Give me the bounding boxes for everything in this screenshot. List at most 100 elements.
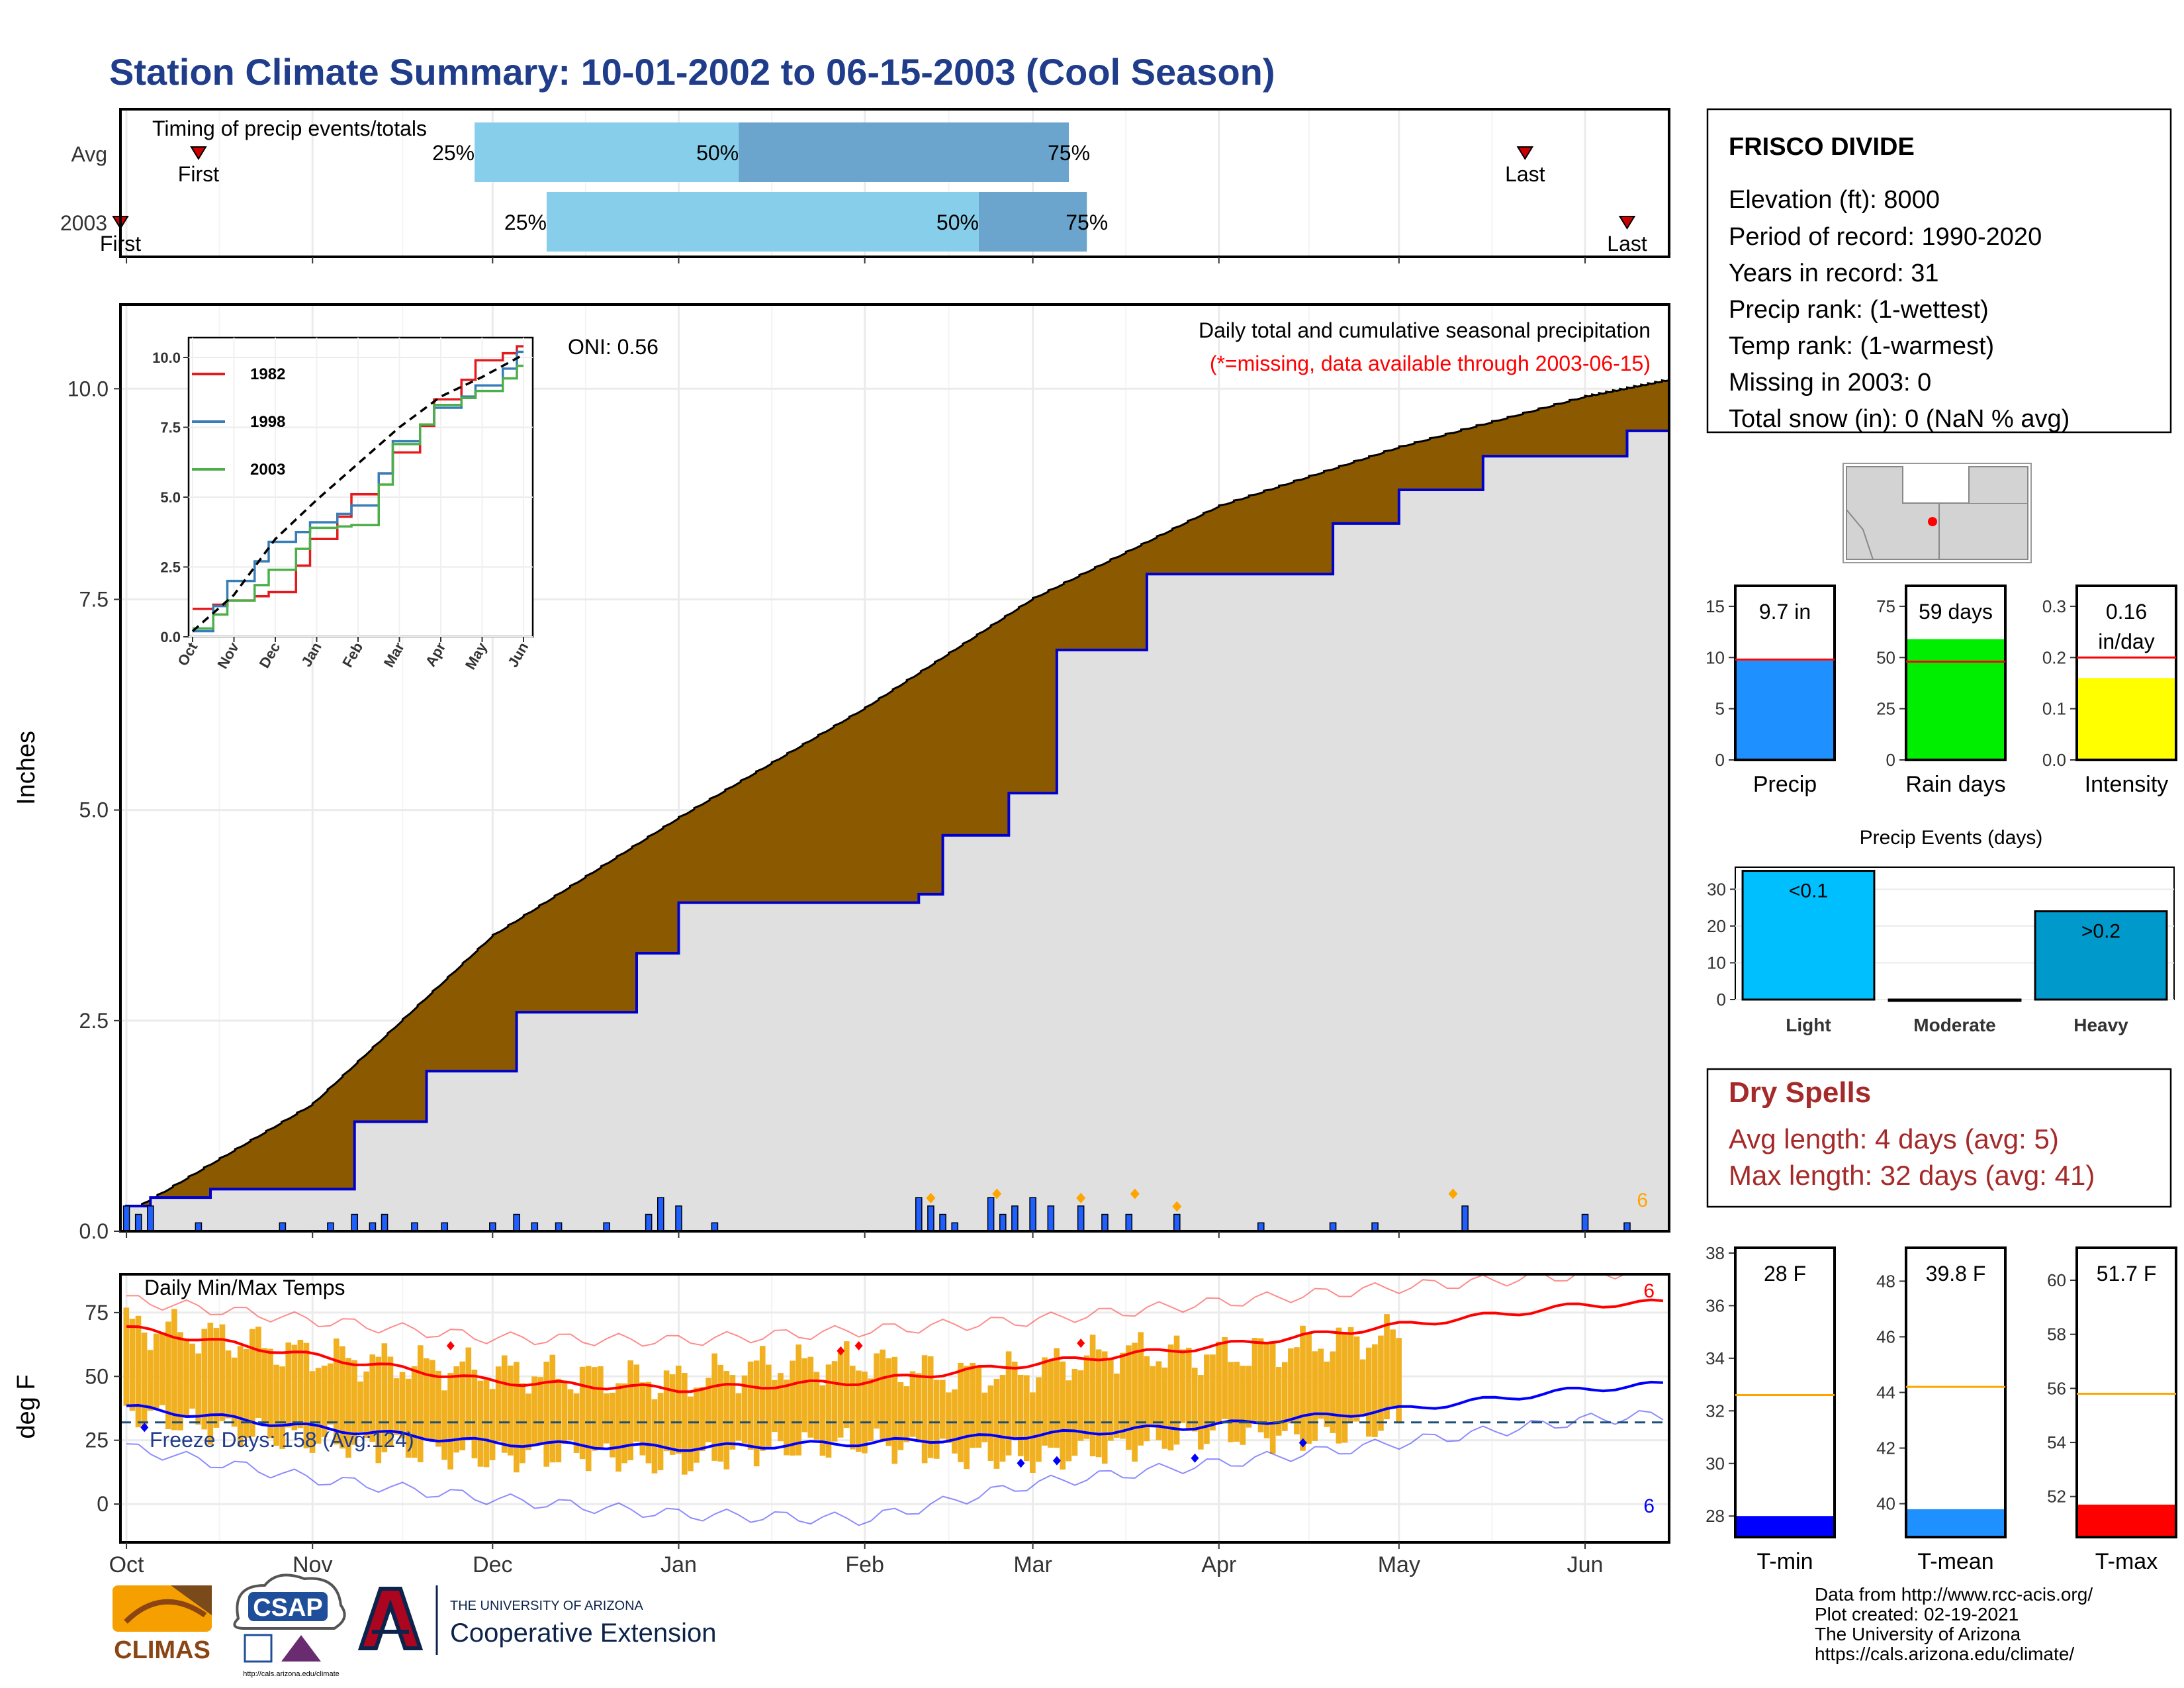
- timing-bar-25-50: [546, 192, 979, 252]
- daily-temp-range-bar: [903, 1386, 910, 1442]
- station-line-precip-rank: Precip rank: (1-wettest): [1729, 296, 1989, 324]
- daily-temp-range-bar: [315, 1368, 322, 1444]
- timing-label-25: 25%: [432, 141, 475, 165]
- temp-y-tick-label: 0: [97, 1492, 109, 1516]
- events-category-heavy: Heavy: [2073, 1015, 2128, 1035]
- daily-temp-range-bar: [717, 1364, 724, 1462]
- record-tmax-marker: [1077, 1338, 1085, 1348]
- daily-temp-range-bar: [868, 1378, 874, 1442]
- daily-temp-range-bar: [195, 1353, 201, 1425]
- station-info-box: FRISCO DIVIDE Elevation (ft): 8000 Perio…: [1706, 108, 2172, 434]
- x-tick-label-May: May: [1378, 1552, 1420, 1577]
- daily-temp-range-bar: [543, 1361, 550, 1467]
- daily-temp-range-bar: [387, 1356, 394, 1448]
- daily-temp-range-bar: [807, 1356, 814, 1438]
- inset-y-tick-label: 5.0: [160, 489, 181, 506]
- daily-temp-range-bar: [417, 1345, 424, 1462]
- daily-temp-range-bar: [435, 1370, 441, 1447]
- record-tmin-marker: [1017, 1458, 1025, 1468]
- daily-temp-range-bar: [927, 1356, 934, 1458]
- daily-temp-range-bar: [915, 1373, 922, 1442]
- daily-temp-range-bar: [333, 1338, 340, 1444]
- daily-temp-range-bar: [790, 1360, 796, 1456]
- daily-temp-range-bar: [1347, 1327, 1354, 1423]
- inset-legend-label-2003: 2003: [250, 461, 285, 479]
- inset-y-tick-label: 2.5: [160, 559, 181, 576]
- daily-temp-range-bar: [1384, 1314, 1390, 1420]
- daily-temp-range-bar: [1353, 1336, 1360, 1422]
- daily-temp-range-bar: [129, 1319, 136, 1411]
- station-line-missing: Missing in 2003: 0: [1729, 369, 1931, 397]
- daily-temp-range-bar: [1083, 1355, 1090, 1439]
- timing-title: Timing of precip events/totals: [152, 117, 427, 140]
- mini-panel-t-max: 52 54 56 58 60 51.7 F T-max: [2047, 1246, 2177, 1574]
- station-line-elevation: Elevation (ft): 8000: [1729, 186, 1940, 214]
- daily-precip-bars: [122, 1188, 1631, 1231]
- events-y-tick-label: 0: [1717, 990, 1726, 1009]
- daily-temp-range-bar: [489, 1389, 496, 1460]
- mini-value-label: 39.8 F: [1926, 1262, 1986, 1286]
- dry-spells-box: Dry Spells Avg length: 4 days (avg: 5) M…: [1706, 1068, 2172, 1208]
- climas-logo: CLIMAS: [113, 1585, 212, 1664]
- daily-temp-range-bar: [1300, 1325, 1306, 1451]
- daily-temp-range-bar: [886, 1358, 892, 1446]
- mini-y-tick-label: 0.2: [2042, 647, 2066, 667]
- mini-value-label: 51.7 F: [2097, 1262, 2157, 1286]
- daily-temp-range-bar: [225, 1350, 232, 1419]
- mini-y-tick-label: 54: [2047, 1432, 2066, 1452]
- mini-y-tick-label: 52: [2047, 1487, 2066, 1507]
- daily-temp-range-bar: [243, 1348, 250, 1438]
- csap-logo-text: CSAP: [253, 1594, 323, 1622]
- daily-temp-range-bar: [801, 1358, 808, 1432]
- daily-precip-bar: [1461, 1205, 1469, 1231]
- daily-temp-range-bar: [297, 1339, 304, 1429]
- daily-temp-range-bar: [639, 1382, 646, 1456]
- daily-temp-range-bar: [796, 1344, 801, 1456]
- daily-temp-range-bar: [1024, 1375, 1030, 1462]
- record-tmin-line: [126, 1409, 1664, 1526]
- daily-temp-range-bar: [1365, 1347, 1372, 1437]
- dry-box-border: [1706, 1068, 2172, 1208]
- daily-temp-range-bar: [147, 1350, 154, 1411]
- daily-temp-range-bar: [688, 1396, 694, 1472]
- daily-temp-range-bar: [1150, 1366, 1156, 1426]
- events-category-moderate: Moderate: [1913, 1015, 1995, 1035]
- missing-data-marker: [926, 1192, 936, 1203]
- timing-label-last: Last: [1505, 162, 1545, 186]
- daily-temp-range-bar: [1066, 1380, 1072, 1462]
- daily-temp-range-bar: [1372, 1344, 1378, 1437]
- temp-y-tick-label: 50: [85, 1364, 109, 1388]
- csap-logo-url: http://cals.arizona.edu/climate: [243, 1670, 340, 1678]
- daily-temp-range-bar: [1173, 1335, 1180, 1445]
- daily-temp-range-bar: [1167, 1344, 1174, 1451]
- daily-temp-range-bar: [657, 1393, 664, 1470]
- daily-temp-range-bar: [1156, 1361, 1162, 1440]
- mini-panel-rain-days: 0 25 50 75 59 days Rain days: [1876, 585, 2007, 797]
- daily-temp-range-bar: [1246, 1366, 1252, 1428]
- temp-y-tick-label: 25: [85, 1429, 109, 1452]
- daily-precip-bar: [939, 1213, 946, 1231]
- x-tick-label-Dec: Dec: [473, 1552, 512, 1577]
- main-y-tick-label: 7.5: [79, 587, 109, 611]
- main-missing-note: (*=missing, data available through 2003-…: [1210, 352, 1651, 375]
- csap-logo-mountain: [281, 1635, 321, 1662]
- daily-temp-range-bar: [682, 1372, 688, 1475]
- inset-y-tick-label: 0.0: [160, 629, 181, 645]
- mini-y-tick-label: 40: [1876, 1494, 1895, 1514]
- mini-y-tick-label: 36: [1706, 1295, 1725, 1315]
- timing-label-75: 75%: [1066, 211, 1108, 234]
- x-tick-label-Apr: Apr: [1201, 1552, 1236, 1577]
- main-ylabel: Inches: [13, 731, 40, 805]
- temp-title: Daily Min/Max Temps: [144, 1276, 345, 1299]
- daily-temp-range-bar: [1198, 1375, 1204, 1450]
- mini-y-tick-label: 42: [1876, 1438, 1895, 1458]
- timing-bar-50-75: [739, 122, 1069, 182]
- events-bar-label-heavy: >0.2: [2081, 921, 2120, 943]
- daily-temp-range-bar: [405, 1378, 412, 1458]
- mini-panel-border: [1905, 1246, 2007, 1538]
- station-box-border: [1706, 108, 2172, 434]
- daily-precip-bar: [1581, 1213, 1589, 1231]
- mini-y-tick-label: 60: [2047, 1270, 2066, 1290]
- daily-temp-range-bar: [849, 1366, 856, 1450]
- mini-y-tick-label: 58: [2047, 1325, 2066, 1344]
